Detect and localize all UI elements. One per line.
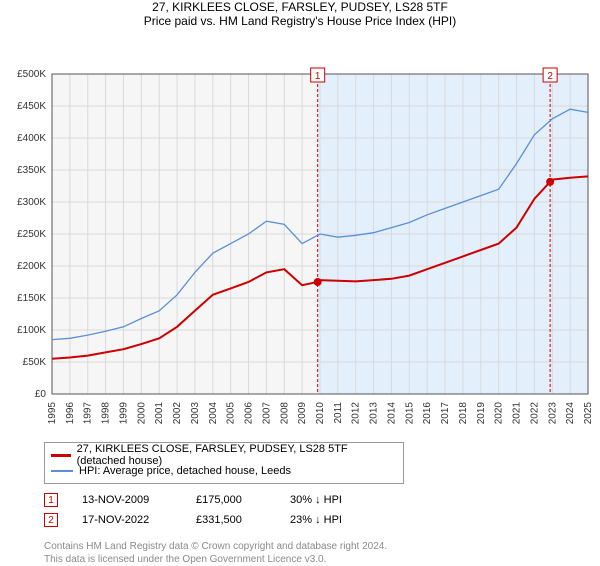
svg-text:2000: 2000 — [136, 402, 147, 425]
svg-text:2008: 2008 — [279, 402, 290, 425]
svg-text:2: 2 — [547, 71, 553, 82]
svg-text:2002: 2002 — [172, 402, 183, 425]
svg-text:2020: 2020 — [494, 402, 505, 425]
svg-text:2012: 2012 — [351, 402, 362, 425]
marker-diff-1: 30% ↓ HPI — [290, 494, 342, 506]
svg-text:1: 1 — [315, 71, 321, 82]
svg-text:2017: 2017 — [440, 402, 451, 425]
svg-text:£150K: £150K — [17, 293, 46, 304]
svg-text:2011: 2011 — [333, 402, 344, 424]
marker-date-1: 13-NOV-2009 — [82, 494, 172, 506]
svg-text:2006: 2006 — [244, 402, 255, 425]
footer-attribution: Contains HM Land Registry data © Crown c… — [44, 540, 600, 566]
svg-text:£250K: £250K — [17, 229, 46, 240]
svg-text:£500K: £500K — [17, 69, 46, 80]
svg-text:£100K: £100K — [17, 325, 46, 336]
marker-diff-2: 23% ↓ HPI — [290, 514, 342, 526]
footer-line1: Contains HM Land Registry data © Crown c… — [44, 540, 600, 553]
marker-date-2: 17-NOV-2022 — [82, 514, 172, 526]
legend-row-property: 27, KIRKLEES CLOSE, FARSLEY, PUDSEY, LS2… — [51, 447, 397, 463]
marker-num-2: 2 — [44, 513, 58, 527]
svg-text:1997: 1997 — [83, 402, 94, 425]
svg-text:1998: 1998 — [101, 402, 112, 425]
page-title: 27, KIRKLEES CLOSE, FARSLEY, PUDSEY, LS2… — [0, 0, 600, 14]
svg-text:2022: 2022 — [529, 402, 540, 425]
page-subtitle: Price paid vs. HM Land Registry's House … — [0, 14, 600, 28]
marker-row-1: 1 13-NOV-2009 £175,000 30% ↓ HPI — [44, 490, 600, 510]
svg-text:£0: £0 — [35, 389, 47, 400]
svg-text:2001: 2001 — [154, 402, 165, 425]
svg-text:2007: 2007 — [261, 402, 272, 425]
svg-text:£350K: £350K — [17, 165, 46, 176]
svg-text:2021: 2021 — [512, 402, 523, 425]
svg-text:2024: 2024 — [565, 402, 576, 425]
svg-text:2025: 2025 — [583, 402, 594, 425]
svg-text:£400K: £400K — [17, 133, 46, 144]
legend: 27, KIRKLEES CLOSE, FARSLEY, PUDSEY, LS2… — [44, 442, 404, 484]
svg-text:2023: 2023 — [547, 402, 558, 425]
svg-text:£450K: £450K — [17, 101, 46, 112]
svg-text:2018: 2018 — [458, 402, 469, 425]
svg-text:2005: 2005 — [226, 402, 237, 425]
svg-text:2016: 2016 — [422, 402, 433, 425]
svg-text:2009: 2009 — [297, 402, 308, 425]
legend-label-property: 27, KIRKLEES CLOSE, FARSLEY, PUDSEY, LS2… — [77, 443, 397, 467]
svg-text:2015: 2015 — [404, 402, 415, 425]
marker-price-1: £175,000 — [196, 494, 266, 506]
svg-text:£50K: £50K — [23, 357, 47, 368]
svg-text:1996: 1996 — [65, 402, 76, 425]
svg-text:2003: 2003 — [190, 402, 201, 425]
legend-label-hpi: HPI: Average price, detached house, Leed… — [79, 465, 291, 477]
svg-text:1999: 1999 — [118, 402, 129, 425]
legend-swatch-property — [51, 454, 71, 457]
svg-text:2010: 2010 — [315, 402, 326, 425]
marker-row-2: 2 17-NOV-2022 £331,500 23% ↓ HPI — [44, 510, 600, 530]
svg-text:2004: 2004 — [208, 402, 219, 425]
legend-swatch-hpi — [51, 470, 73, 472]
svg-text:1995: 1995 — [47, 402, 58, 425]
marker-num-1: 1 — [44, 493, 58, 507]
price-chart: £0 £50K £100K £150K £200K £250K £300K £350K £400… — [0, 34, 600, 434]
marker-table: 1 13-NOV-2009 £175,000 30% ↓ HPI 2 17-NO… — [44, 490, 600, 530]
svg-text:2019: 2019 — [476, 402, 487, 425]
svg-text:2013: 2013 — [369, 402, 380, 425]
svg-text:£300K: £300K — [17, 197, 46, 208]
svg-text:2014: 2014 — [386, 402, 397, 425]
svg-text:£200K: £200K — [17, 261, 46, 272]
chart-container: £0 £50K £100K £150K £200K £250K £300K £350K £400… — [0, 34, 600, 434]
marker-price-2: £331,500 — [196, 514, 266, 526]
